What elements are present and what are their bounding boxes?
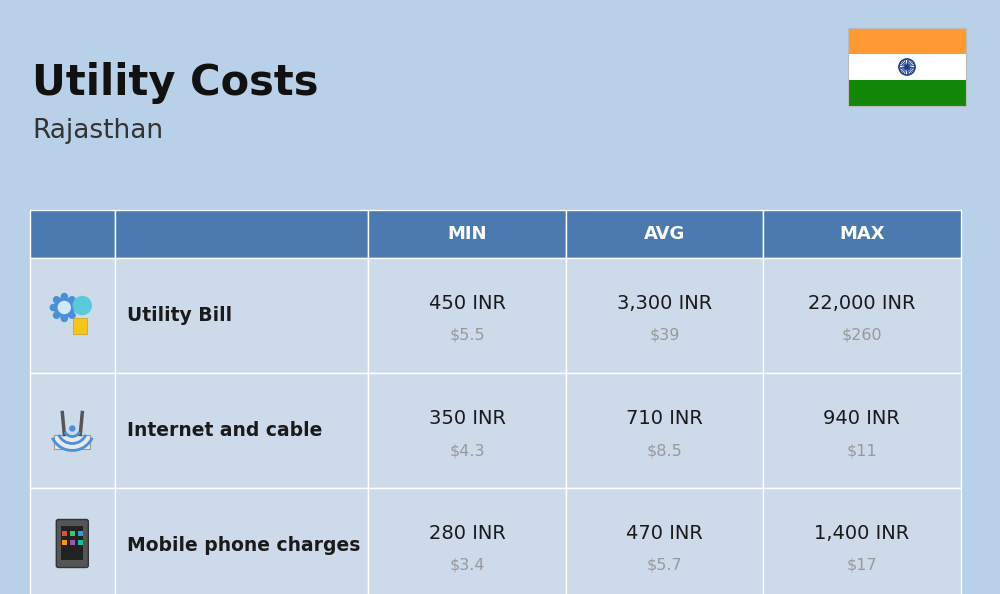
- Bar: [566, 210, 763, 258]
- Bar: [78, 530, 83, 536]
- Bar: [763, 210, 961, 258]
- Bar: [368, 373, 566, 488]
- Circle shape: [54, 297, 60, 303]
- Text: Mobile phone charges: Mobile phone charges: [127, 536, 360, 555]
- Text: 1,400 INR: 1,400 INR: [814, 524, 910, 543]
- Circle shape: [69, 297, 75, 303]
- Text: $8.5: $8.5: [647, 443, 682, 458]
- Circle shape: [50, 305, 56, 311]
- Bar: [62, 530, 67, 536]
- Circle shape: [61, 293, 67, 299]
- Text: 22,000 INR: 22,000 INR: [808, 294, 916, 313]
- Bar: [73, 318, 87, 333]
- Bar: [30, 210, 115, 258]
- Bar: [115, 488, 368, 594]
- Text: Internet and cable: Internet and cable: [127, 421, 322, 440]
- FancyBboxPatch shape: [56, 520, 88, 567]
- Bar: [30, 373, 115, 488]
- Circle shape: [70, 426, 75, 431]
- Bar: [115, 373, 368, 488]
- Text: 3,300 INR: 3,300 INR: [617, 294, 712, 313]
- Circle shape: [72, 305, 78, 311]
- Bar: [368, 210, 566, 258]
- Bar: [30, 488, 115, 594]
- Text: 710 INR: 710 INR: [626, 409, 703, 428]
- Bar: [763, 488, 961, 594]
- Bar: [78, 539, 83, 545]
- Bar: [763, 373, 961, 488]
- Text: 350 INR: 350 INR: [429, 409, 506, 428]
- Bar: [566, 488, 763, 594]
- Bar: [115, 258, 368, 373]
- Bar: [566, 258, 763, 373]
- Bar: [848, 28, 966, 106]
- Circle shape: [69, 312, 75, 318]
- Text: MAX: MAX: [839, 225, 885, 243]
- Text: $3.4: $3.4: [449, 558, 485, 573]
- Text: AVG: AVG: [644, 225, 685, 243]
- Bar: [30, 258, 115, 373]
- Text: 280 INR: 280 INR: [429, 524, 506, 543]
- Circle shape: [73, 296, 91, 314]
- Bar: [115, 210, 368, 258]
- Text: $5.7: $5.7: [647, 558, 682, 573]
- Bar: [848, 80, 966, 106]
- Text: Rajasthan: Rajasthan: [32, 118, 163, 144]
- Text: Utility Costs: Utility Costs: [32, 62, 318, 104]
- Bar: [368, 258, 566, 373]
- Bar: [54, 434, 90, 448]
- Bar: [763, 258, 961, 373]
- Bar: [566, 373, 763, 488]
- Circle shape: [61, 315, 67, 321]
- Text: MIN: MIN: [447, 225, 487, 243]
- Bar: [62, 539, 67, 545]
- Circle shape: [906, 66, 908, 68]
- Bar: [848, 28, 966, 54]
- Bar: [368, 488, 566, 594]
- Text: $11: $11: [847, 443, 877, 458]
- Circle shape: [58, 302, 70, 314]
- Text: 470 INR: 470 INR: [626, 524, 703, 543]
- Text: $17: $17: [847, 558, 877, 573]
- Text: $4.3: $4.3: [449, 443, 485, 458]
- Text: $5.5: $5.5: [449, 328, 485, 343]
- Bar: [61, 526, 83, 560]
- Circle shape: [54, 298, 74, 318]
- Text: $39: $39: [649, 328, 680, 343]
- Text: Utility Bill: Utility Bill: [127, 306, 232, 325]
- Text: 940 INR: 940 INR: [823, 409, 900, 428]
- Circle shape: [54, 312, 60, 318]
- Bar: [70, 539, 75, 545]
- Bar: [70, 530, 75, 536]
- Text: $260: $260: [842, 328, 882, 343]
- Text: 450 INR: 450 INR: [429, 294, 506, 313]
- Bar: [848, 54, 966, 80]
